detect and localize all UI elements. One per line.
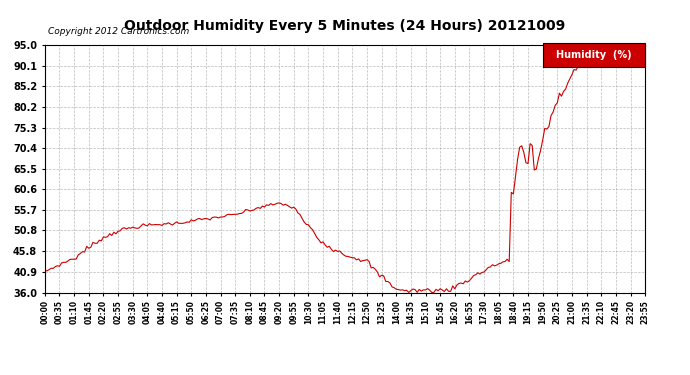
FancyBboxPatch shape xyxy=(543,42,645,67)
Text: Outdoor Humidity Every 5 Minutes (24 Hours) 20121009: Outdoor Humidity Every 5 Minutes (24 Hou… xyxy=(124,19,566,33)
Text: Humidity  (%): Humidity (%) xyxy=(556,50,632,60)
Text: Copyright 2012 Cartronics.com: Copyright 2012 Cartronics.com xyxy=(48,27,189,36)
